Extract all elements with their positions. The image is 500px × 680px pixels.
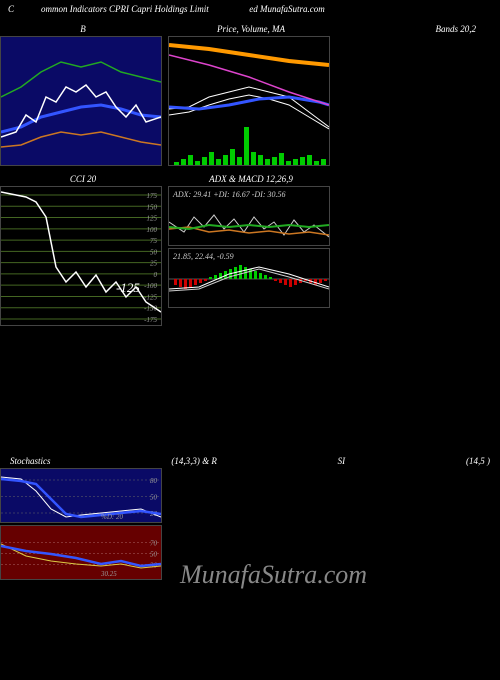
row-rsi: 70503030.25: [0, 525, 500, 580]
svg-text:30.25: 30.25: [100, 570, 117, 578]
cci-chart: 1751501251007550250-100-125-150-175-125: [0, 186, 162, 326]
svg-text:-125: -125: [116, 280, 140, 295]
bollinger-title: B: [0, 22, 166, 36]
bands-label: Bands 20,2: [336, 22, 486, 36]
svg-text:-100: -100: [144, 282, 157, 290]
header-center: ommon Indicators CPRI Capri Holdings Lim…: [41, 4, 209, 14]
svg-text:0: 0: [154, 271, 158, 279]
price-ma-chart: [168, 36, 330, 166]
svg-text:100: 100: [147, 226, 158, 234]
stochastics-chart: 805020%D: 20: [0, 468, 162, 523]
svg-text:-175: -175: [144, 316, 157, 324]
price-ma-title: Price, Volume, MA: [168, 22, 334, 36]
row-top: B Price, Volume, MA Bands 20,2: [0, 22, 500, 166]
adx-macd-title: ADX & MACD 12,26,9: [168, 172, 334, 186]
adx-chart: ADX: 29.41 +DI: 16.67 -DI: 30.56: [168, 186, 330, 246]
svg-text:50: 50: [150, 248, 158, 256]
page-header: C ommon Indicators CPRI Capri Holdings L…: [0, 0, 500, 18]
svg-text:25: 25: [150, 260, 158, 268]
macd-chart: 21.85, 22.44, -0.59: [168, 248, 330, 308]
row-stoch: 805020%D: 20: [0, 468, 500, 523]
svg-text:175: 175: [147, 192, 158, 200]
svg-text:80: 80: [150, 477, 158, 485]
bollinger-chart: [0, 36, 162, 166]
svg-text:150: 150: [147, 203, 158, 211]
svg-text:70: 70: [150, 540, 158, 548]
rsi-chart: 70503030.25: [0, 525, 162, 580]
stoch-label-mid2: SI: [338, 456, 346, 466]
svg-text:ADX: 29.41 +DI: 16.67 -DI: 30.: ADX: 29.41 +DI: 16.67 -DI: 30.56: [172, 190, 286, 199]
stoch-label-mid: (14,3,3) & R: [171, 456, 217, 466]
svg-text:-125: -125: [144, 293, 157, 301]
stoch-label-left: Stochastics: [10, 456, 51, 466]
header-right: ed MunafaSutra.com: [249, 4, 325, 14]
header-left: C: [8, 4, 14, 14]
svg-text:50: 50: [150, 494, 158, 502]
svg-text:50: 50: [150, 551, 158, 559]
stoch-label-right: (14,5 ): [466, 456, 490, 466]
row-mid: CCI 20 1751501251007550250-100-125-150-1…: [0, 172, 500, 326]
cci-title: CCI 20: [0, 172, 166, 186]
svg-text:21.85, 22.44, -0.59: 21.85, 22.44, -0.59: [173, 252, 234, 261]
svg-text:125: 125: [147, 215, 158, 223]
svg-text:75: 75: [150, 237, 158, 245]
svg-text:%D: 20: %D: 20: [101, 513, 123, 521]
stoch-header: Stochastics (14,3,3) & R SI (14,5 ): [0, 456, 500, 466]
